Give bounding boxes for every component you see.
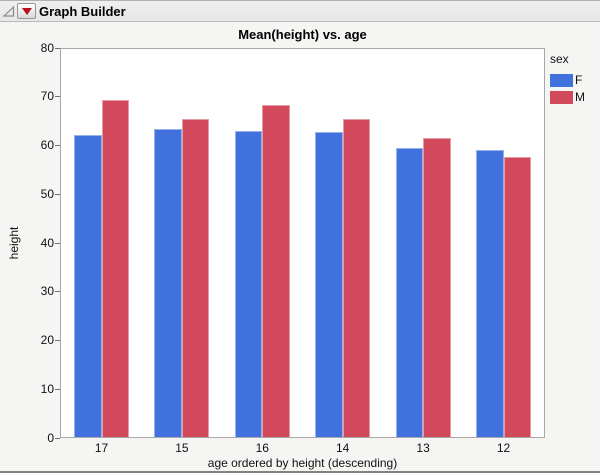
y-tick-mark	[55, 340, 60, 341]
x-tick-label-17: 17	[94, 441, 109, 455]
bar-M-age-13[interactable]	[423, 138, 451, 437]
red-triangle-icon	[21, 7, 32, 15]
y-tick-label-30: 30	[40, 284, 54, 299]
chart-title: Mean(height) vs. age	[238, 27, 367, 42]
x-tick-label-15: 15	[175, 441, 189, 455]
bar-M-age-12[interactable]	[503, 157, 531, 437]
x-tick-label-12: 12	[496, 441, 511, 455]
y-tick-label-0: 0	[47, 430, 54, 445]
y-tick-mark	[55, 291, 60, 293]
legend-swatch-F[interactable]	[550, 73, 573, 87]
legend-item-F[interactable]: F	[550, 73, 585, 87]
y-tick-label-60: 60	[40, 138, 54, 152]
x-tick-label-14: 14	[336, 441, 350, 455]
legend-label-M: M	[575, 90, 585, 104]
outline-header: Graph Builder	[0, 0, 600, 22]
y-axis-label[interactable]: height	[7, 226, 21, 260]
bar-F-age-13[interactable]	[395, 148, 424, 437]
bar-F-age-16[interactable]	[234, 131, 263, 437]
y-tick-mark	[55, 145, 60, 146]
y-tick-label-20: 20	[40, 333, 54, 347]
window-title: Graph Builder	[39, 3, 126, 19]
bar-F-age-14[interactable]	[315, 131, 343, 437]
x-axis-label[interactable]: age ordered by height (descending)	[207, 456, 398, 470]
y-tick-mark	[55, 437, 60, 439]
x-tick-label-13: 13	[416, 441, 430, 455]
y-tick-label-10: 10	[40, 381, 54, 396]
y-tick-label-50: 50	[40, 186, 54, 201]
bar-F-age-15[interactable]	[154, 129, 182, 437]
legend-item-M[interactable]: M	[550, 90, 585, 104]
legend-swatch-M[interactable]	[550, 90, 573, 104]
plot-area	[60, 48, 545, 438]
bar-F-age-17[interactable]	[74, 134, 102, 437]
disclosure-triangle-icon[interactable]	[2, 5, 15, 18]
bar-F-age-12[interactable]	[476, 150, 504, 437]
x-tick-label-16: 16	[255, 441, 269, 455]
bar-M-age-14[interactable]	[342, 118, 371, 437]
y-tick-mark	[55, 242, 60, 244]
y-tick-label-70: 70	[40, 89, 54, 104]
y-tick-mark	[55, 96, 60, 98]
red-triangle-menu-button[interactable]	[17, 3, 36, 19]
y-tick-mark	[55, 388, 60, 390]
legend-title: sex	[550, 52, 569, 66]
y-tick-mark	[55, 47, 60, 49]
legend-label-F: F	[575, 73, 583, 87]
bar-M-age-17[interactable]	[101, 100, 129, 437]
y-tick-label-40: 40	[40, 235, 54, 250]
bar-M-age-16[interactable]	[262, 105, 290, 437]
y-tick-mark	[55, 193, 60, 195]
y-tick-label-80: 80	[40, 40, 54, 55]
bar-M-age-15[interactable]	[181, 119, 210, 437]
